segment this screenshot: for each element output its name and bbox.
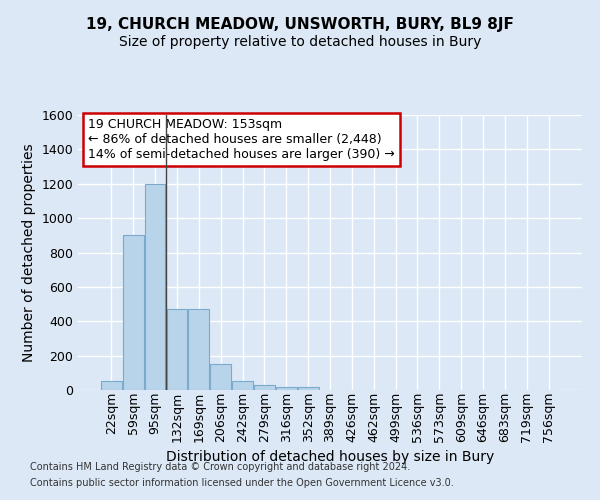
Bar: [188, 309, 209, 390]
Bar: [145, 184, 166, 390]
Y-axis label: Number of detached properties: Number of detached properties: [22, 143, 36, 362]
Bar: [101, 382, 122, 390]
Bar: [210, 364, 231, 390]
Bar: [298, 386, 319, 390]
Bar: [167, 309, 187, 390]
X-axis label: Distribution of detached houses by size in Bury: Distribution of detached houses by size …: [166, 450, 494, 464]
Bar: [254, 385, 275, 390]
Text: Contains public sector information licensed under the Open Government Licence v3: Contains public sector information licen…: [30, 478, 454, 488]
Bar: [123, 236, 143, 390]
Bar: [276, 386, 296, 390]
Text: Size of property relative to detached houses in Bury: Size of property relative to detached ho…: [119, 35, 481, 49]
Text: 19 CHURCH MEADOW: 153sqm
← 86% of detached houses are smaller (2,448)
14% of sem: 19 CHURCH MEADOW: 153sqm ← 86% of detach…: [88, 118, 395, 161]
Bar: [232, 380, 253, 390]
Text: Contains HM Land Registry data © Crown copyright and database right 2024.: Contains HM Land Registry data © Crown c…: [30, 462, 410, 472]
Text: 19, CHURCH MEADOW, UNSWORTH, BURY, BL9 8JF: 19, CHURCH MEADOW, UNSWORTH, BURY, BL9 8…: [86, 18, 514, 32]
